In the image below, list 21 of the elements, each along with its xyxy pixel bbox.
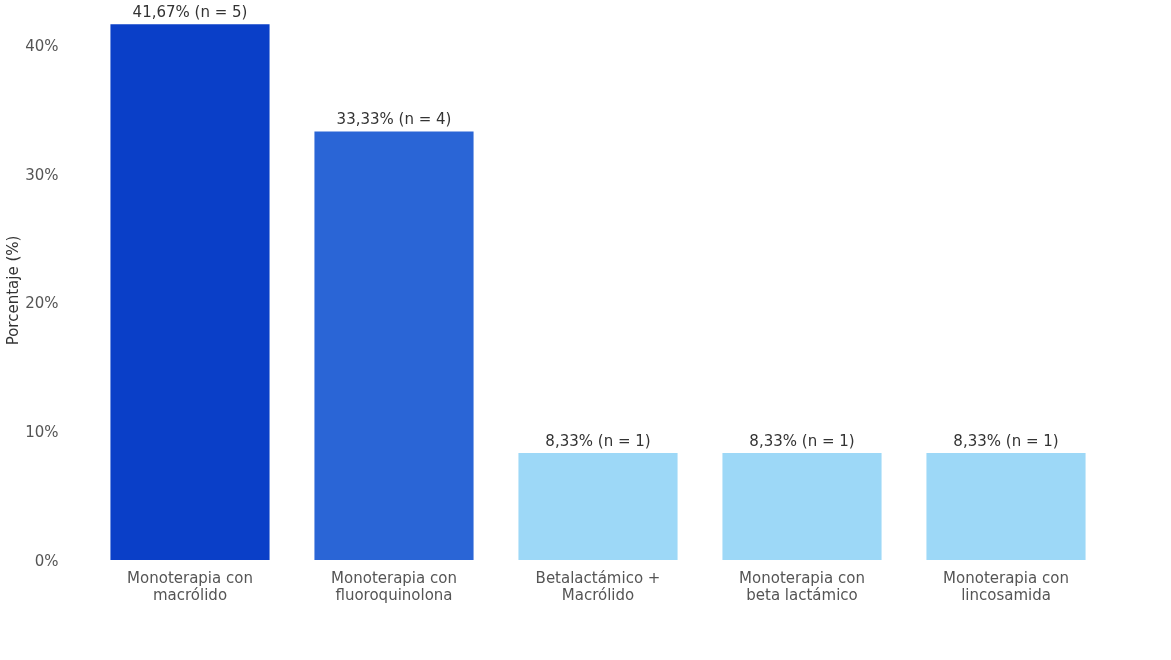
x-tick-label: Monoterapia con fluoroquinolona [331, 568, 457, 604]
bar [926, 452, 1086, 560]
bar [314, 131, 474, 560]
y-axis-title: Porcentaje (%) [4, 235, 23, 346]
data-label: 41,67% (n = 5) [132, 3, 248, 22]
x-tick-label: Monoterapia con macrólido [127, 568, 253, 604]
data-label: 8,33% (n = 1) [545, 431, 651, 450]
data-label: 8,33% (n = 1) [749, 431, 855, 450]
x-tick-label: Monoterapia con beta lactámico [739, 568, 865, 604]
y-tick-label: 40% [25, 37, 59, 56]
bar [722, 452, 882, 560]
y-tick-label: 10% [25, 422, 59, 441]
y-tick-label: 30% [25, 165, 59, 184]
data-label: 8,33% (n = 1) [953, 431, 1059, 450]
bar [110, 24, 270, 560]
y-tick-label: 20% [25, 294, 59, 313]
data-label: 33,33% (n = 4) [336, 110, 452, 129]
bar [518, 452, 678, 560]
y-tick-label: 0% [34, 551, 59, 570]
x-tick-label: Betalactámico + Macrólido [535, 568, 661, 604]
x-tick-label: Monoterapia con lincosamida [943, 568, 1069, 604]
